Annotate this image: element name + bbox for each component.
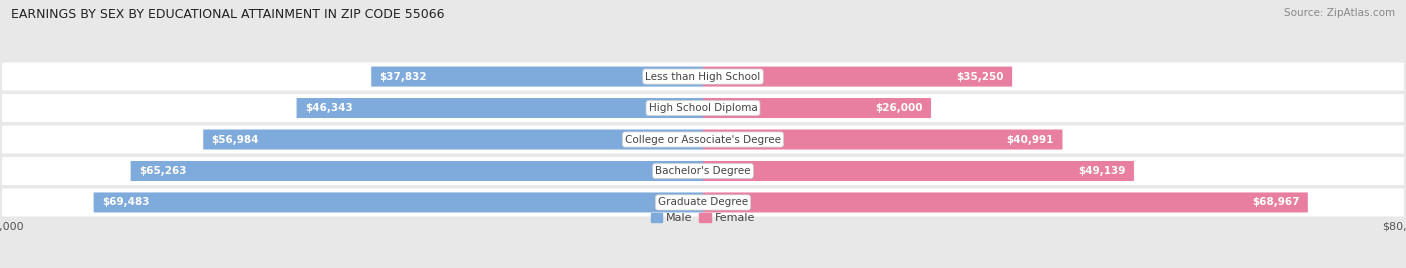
Text: $68,967: $68,967 — [1251, 198, 1299, 207]
Text: $65,263: $65,263 — [139, 166, 187, 176]
FancyBboxPatch shape — [204, 129, 703, 150]
Text: Less than High School: Less than High School — [645, 72, 761, 81]
Text: College or Associate's Degree: College or Associate's Degree — [626, 135, 780, 144]
Text: $69,483: $69,483 — [103, 198, 149, 207]
Text: $40,991: $40,991 — [1007, 135, 1054, 144]
FancyBboxPatch shape — [703, 66, 1012, 87]
Text: Graduate Degree: Graduate Degree — [658, 198, 748, 207]
FancyBboxPatch shape — [1, 62, 1405, 91]
FancyBboxPatch shape — [703, 192, 1308, 213]
FancyBboxPatch shape — [703, 129, 1063, 150]
Text: $56,984: $56,984 — [212, 135, 259, 144]
Text: Bachelor's Degree: Bachelor's Degree — [655, 166, 751, 176]
Text: $49,139: $49,139 — [1078, 166, 1126, 176]
FancyBboxPatch shape — [131, 161, 703, 181]
FancyBboxPatch shape — [1, 188, 1405, 217]
Text: EARNINGS BY SEX BY EDUCATIONAL ATTAINMENT IN ZIP CODE 55066: EARNINGS BY SEX BY EDUCATIONAL ATTAINMEN… — [11, 8, 444, 21]
FancyBboxPatch shape — [94, 192, 703, 213]
FancyBboxPatch shape — [1, 94, 1405, 122]
FancyBboxPatch shape — [703, 161, 1135, 181]
Text: High School Diploma: High School Diploma — [648, 103, 758, 113]
FancyBboxPatch shape — [1, 157, 1405, 185]
Text: $46,343: $46,343 — [305, 103, 353, 113]
Text: $37,832: $37,832 — [380, 72, 427, 81]
Text: $26,000: $26,000 — [875, 103, 922, 113]
Legend: Male, Female: Male, Female — [647, 209, 759, 228]
FancyBboxPatch shape — [1, 125, 1405, 154]
Text: $35,250: $35,250 — [956, 72, 1004, 81]
FancyBboxPatch shape — [371, 66, 703, 87]
FancyBboxPatch shape — [297, 98, 703, 118]
Text: Source: ZipAtlas.com: Source: ZipAtlas.com — [1284, 8, 1395, 18]
FancyBboxPatch shape — [703, 98, 931, 118]
